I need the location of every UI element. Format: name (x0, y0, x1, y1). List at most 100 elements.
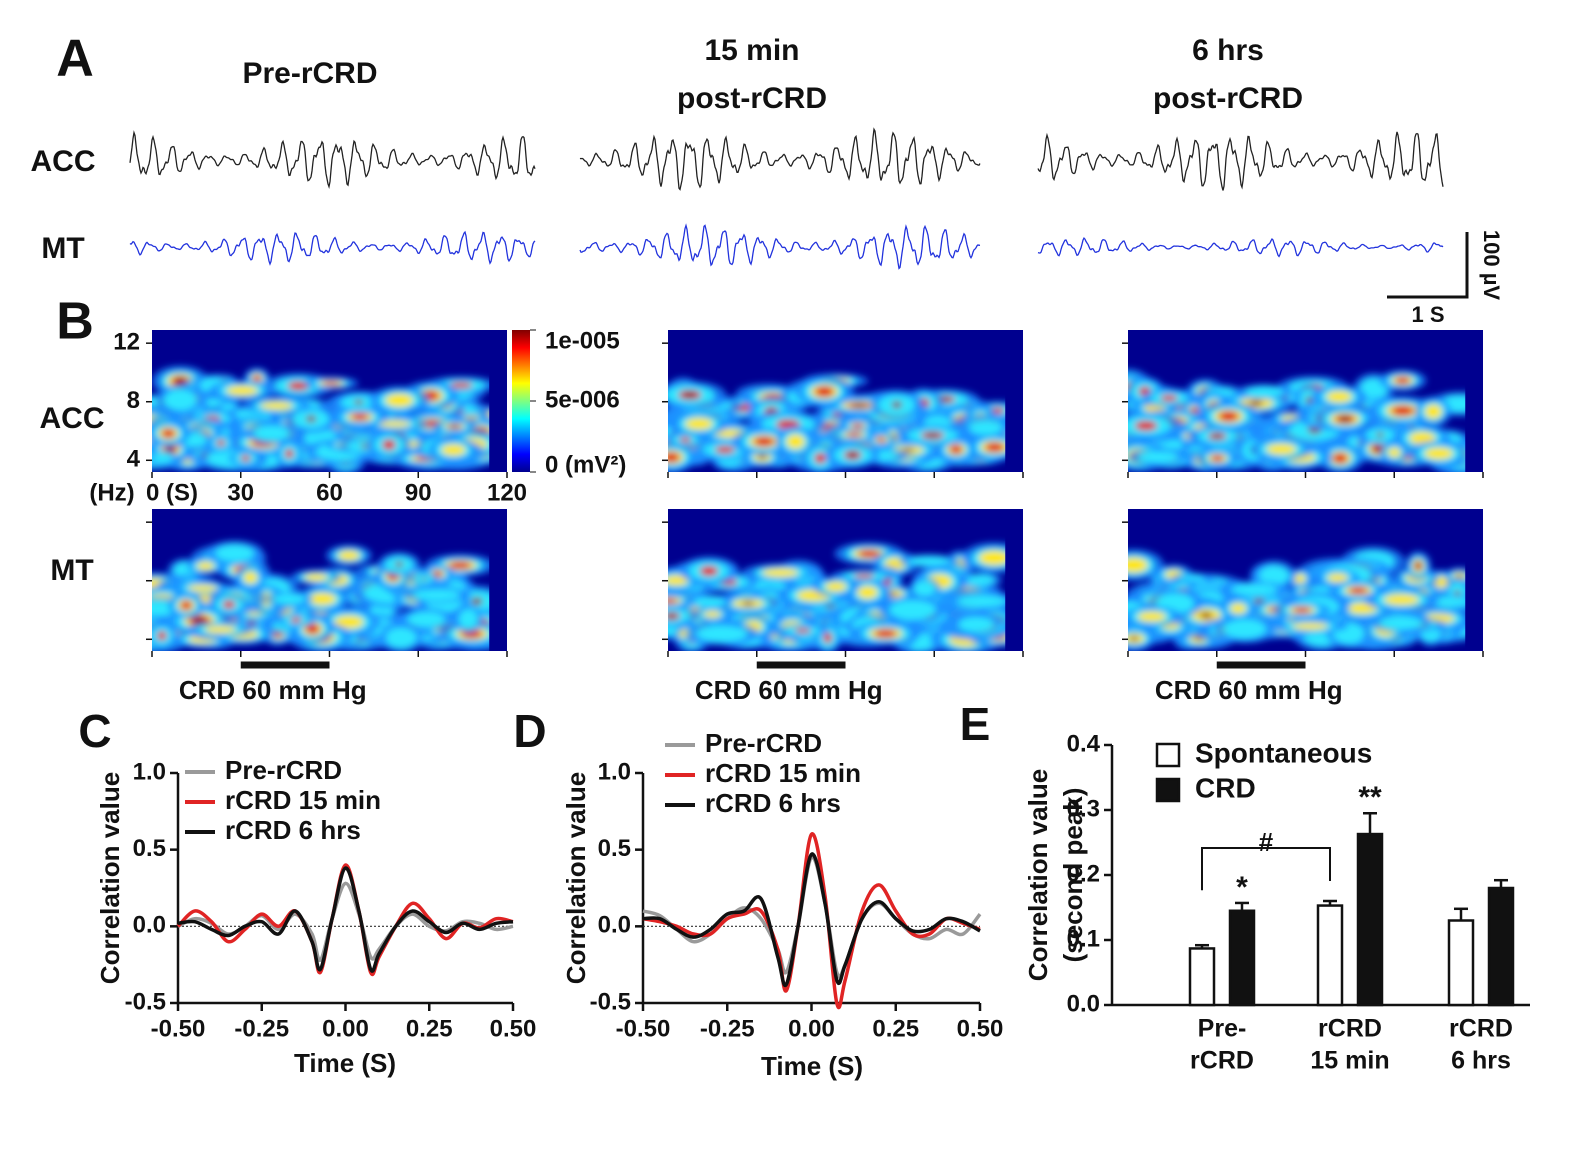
blob (284, 448, 294, 459)
spectrogram (668, 509, 1023, 651)
blob (814, 452, 826, 464)
spectrogram-blobs (1128, 368, 1483, 472)
blob (1376, 432, 1384, 438)
y-tick-label: 1.0 (598, 758, 631, 785)
fade (1465, 330, 1483, 472)
x-tick-label: 0 (S) (146, 479, 198, 506)
fade (489, 330, 507, 472)
spectrogram-blobs (1128, 546, 1483, 651)
condition-title: 6 hrs (1192, 34, 1264, 67)
blob (1244, 386, 1284, 398)
blob (385, 393, 414, 407)
blob (163, 389, 197, 411)
spectrogram-blobs (668, 542, 1023, 651)
blob (874, 629, 897, 638)
blob (699, 566, 719, 576)
blob (407, 611, 446, 628)
blob (668, 452, 680, 463)
x-tick-label: 90 (405, 479, 432, 506)
blob (668, 598, 678, 604)
blob (306, 415, 316, 423)
x-tick-label: rCRD (1449, 1015, 1513, 1043)
annotation: ** (1358, 781, 1382, 814)
blob (1231, 583, 1278, 596)
colorbar-label: 0 (mV²) (545, 451, 626, 478)
blob (253, 425, 290, 441)
spectrogram-blobs (152, 540, 507, 651)
region-label: ACC (31, 145, 96, 178)
blob (715, 446, 735, 454)
legend-label: Spontaneous (1195, 737, 1372, 768)
blob (421, 577, 427, 581)
blob (1218, 411, 1239, 422)
blob (1432, 596, 1470, 607)
x-tick-label: 15 min (1310, 1047, 1389, 1075)
blob (852, 423, 864, 428)
blob (1137, 611, 1166, 622)
blob (471, 597, 483, 605)
blob (858, 549, 880, 558)
blob (1348, 587, 1368, 595)
blob (1391, 405, 1414, 416)
x-tick-label: 6 hrs (1451, 1047, 1511, 1075)
series-line (642, 852, 981, 988)
x-tick-label: 0.25 (406, 1015, 453, 1042)
blob (166, 446, 175, 452)
legend-label: rCRD 6 hrs (705, 788, 841, 818)
y-tick-label: -0.5 (590, 988, 631, 1015)
blob (385, 627, 417, 649)
blob (1415, 562, 1421, 569)
panel-label: E (960, 698, 991, 750)
blob (1383, 594, 1419, 606)
blob (1293, 573, 1306, 584)
blob (351, 413, 369, 421)
spectrogram (152, 509, 507, 651)
blob (847, 452, 858, 459)
mt-trace (579, 223, 981, 270)
blob (823, 632, 832, 644)
spectrogram (668, 330, 1023, 472)
condition-title: 15 min (704, 34, 799, 67)
y-tick-label: 0.2 (1067, 860, 1100, 887)
x-tick-label: 0.50 (957, 1015, 1004, 1042)
blob (243, 571, 258, 584)
blob (1327, 573, 1349, 583)
blob (908, 556, 950, 566)
blob (1249, 400, 1263, 406)
blob (449, 561, 472, 570)
blob (753, 436, 775, 447)
colorbar-label: 5e-006 (545, 386, 620, 413)
fade (1005, 330, 1023, 472)
blob (958, 616, 994, 632)
blob (679, 437, 692, 443)
stimulus-label: CRD 60 mm Hg (179, 675, 367, 705)
spectrogram-blobs (152, 365, 507, 472)
blob (1424, 447, 1454, 460)
blob (1306, 396, 1313, 404)
x-tick-label: Pre- (1198, 1015, 1247, 1043)
y-axis-label: (second peak) (1058, 788, 1088, 963)
blob (1409, 431, 1436, 445)
blob (1424, 404, 1442, 419)
blob (957, 595, 1007, 608)
blob (1134, 420, 1158, 431)
mt-trace (129, 230, 536, 266)
y-tick-label: 0.0 (1067, 990, 1100, 1017)
blob (683, 391, 697, 398)
x-tick-label: 30 (227, 479, 254, 506)
scale-label: 100 µV (1479, 230, 1504, 300)
blob (741, 601, 755, 606)
y-axis-label: Correlation value (561, 772, 591, 984)
blob (215, 544, 255, 562)
annotation: * (1236, 871, 1248, 904)
y-axis-label: Correlation value (1023, 769, 1053, 981)
legend-label: CRD (1195, 772, 1256, 803)
x-tick-label: 60 (316, 479, 343, 506)
condition-title: post-rCRD (677, 82, 827, 115)
blob (196, 561, 215, 571)
y-tick-label: 4 (127, 446, 141, 473)
x-tick-label: rCRD (1318, 1015, 1382, 1043)
colorbar (512, 330, 530, 472)
blob (1223, 619, 1267, 639)
bar (1316, 904, 1344, 1007)
